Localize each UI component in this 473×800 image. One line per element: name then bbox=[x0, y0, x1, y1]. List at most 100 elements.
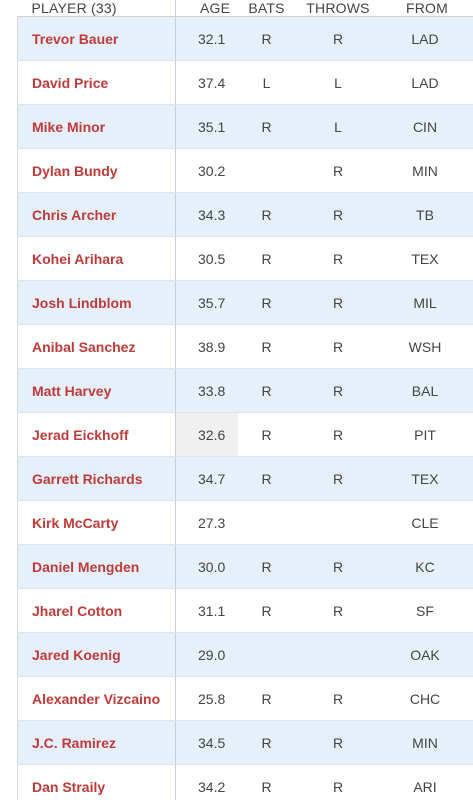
throws-cell: R bbox=[295, 764, 381, 800]
player-name-link[interactable]: Jerad Eickhoff bbox=[17, 412, 176, 457]
table-row: J.C. Ramirez 34.5 R R MIN bbox=[17, 720, 473, 765]
from-cell: MIN bbox=[380, 148, 473, 193]
age-cell: 35.7 bbox=[175, 280, 238, 325]
throws-cell: L bbox=[295, 104, 381, 149]
bats-cell: R bbox=[237, 16, 296, 61]
column-header-bats[interactable]: BATS bbox=[237, 0, 296, 17]
table-row: Anibal Sanchez 38.9 R R WSH bbox=[17, 324, 473, 369]
from-cell: MIN bbox=[380, 720, 473, 765]
players-table: PLAYER (33) AGE BATS THROWS FROM Trevor … bbox=[17, 0, 473, 800]
throws-cell: R bbox=[295, 544, 381, 589]
player-name-link[interactable]: Josh Lindblom bbox=[17, 280, 176, 325]
table-row: Dan Straily 34.2 R R ARI bbox=[17, 764, 473, 800]
player-name-link[interactable]: Kirk McCarty bbox=[17, 500, 176, 545]
from-cell: TB bbox=[380, 192, 473, 237]
from-cell: LAD bbox=[380, 16, 473, 61]
column-header-throws[interactable]: THROWS bbox=[295, 0, 381, 17]
age-cell: 32.1 bbox=[175, 16, 238, 61]
table-row: Alexander Vizcaino 25.8 R R CHC bbox=[17, 676, 473, 721]
from-cell: CLE bbox=[380, 500, 473, 545]
column-header-from[interactable]: FROM bbox=[380, 0, 473, 17]
player-name-link[interactable]: Dan Straily bbox=[17, 764, 176, 800]
throws-cell: R bbox=[295, 192, 381, 237]
table-row: Trevor Bauer 32.1 R R LAD bbox=[17, 16, 473, 61]
from-cell: WSH bbox=[380, 324, 473, 369]
throws-cell: R bbox=[295, 720, 381, 765]
age-cell: 30.5 bbox=[175, 236, 238, 281]
bats-cell: R bbox=[237, 324, 296, 369]
throws-cell: R bbox=[295, 236, 381, 281]
bats-cell bbox=[237, 148, 296, 193]
player-name-link[interactable]: Mike Minor bbox=[17, 104, 176, 149]
player-name-link[interactable]: Daniel Mengden bbox=[17, 544, 176, 589]
throws-cell bbox=[295, 500, 381, 545]
age-cell: 25.8 bbox=[175, 676, 238, 721]
table-row: David Price 37.4 L L LAD bbox=[17, 60, 473, 105]
player-name-link[interactable]: Garrett Richards bbox=[17, 456, 176, 501]
age-cell: 29.0 bbox=[175, 632, 238, 677]
throws-cell: R bbox=[295, 324, 381, 369]
from-cell: LAD bbox=[380, 60, 473, 105]
from-cell: ARI bbox=[380, 764, 473, 800]
bats-cell bbox=[237, 500, 296, 545]
player-name-link[interactable]: Anibal Sanchez bbox=[17, 324, 176, 369]
player-name-link[interactable]: Alexander Vizcaino bbox=[17, 676, 176, 721]
from-cell: CIN bbox=[380, 104, 473, 149]
bats-cell: R bbox=[237, 720, 296, 765]
table-row: Kohei Arihara 30.5 R R TEX bbox=[17, 236, 473, 281]
age-cell: 30.0 bbox=[175, 544, 238, 589]
from-cell: TEX bbox=[380, 456, 473, 501]
throws-cell: R bbox=[295, 368, 381, 413]
column-header-age[interactable]: AGE bbox=[175, 0, 238, 17]
bats-cell bbox=[237, 632, 296, 677]
column-header-player[interactable]: PLAYER (33) bbox=[17, 0, 176, 17]
player-name-link[interactable]: Matt Harvey bbox=[17, 368, 176, 413]
age-cell: 37.4 bbox=[175, 60, 238, 105]
bats-cell: R bbox=[237, 764, 296, 800]
player-name-link[interactable]: Dylan Bundy bbox=[17, 148, 176, 193]
table-row: Chris Archer 34.3 R R TB bbox=[17, 192, 473, 237]
throws-cell: R bbox=[295, 16, 381, 61]
from-cell: SF bbox=[380, 588, 473, 633]
bats-cell: R bbox=[237, 588, 296, 633]
table-row: Dylan Bundy 30.2 R MIN bbox=[17, 148, 473, 193]
age-cell: 30.2 bbox=[175, 148, 238, 193]
throws-cell: R bbox=[295, 412, 381, 457]
player-name-link[interactable]: Trevor Bauer bbox=[17, 16, 176, 61]
throws-cell: L bbox=[295, 60, 381, 105]
age-cell: 38.9 bbox=[175, 324, 238, 369]
player-name-link[interactable]: Jared Koenig bbox=[17, 632, 176, 677]
table-row: Jerad Eickhoff 32.6 R R PIT bbox=[17, 412, 473, 457]
from-cell: OAK bbox=[380, 632, 473, 677]
age-cell: 34.2 bbox=[175, 764, 238, 800]
from-cell: MIL bbox=[380, 280, 473, 325]
player-name-link[interactable]: David Price bbox=[17, 60, 176, 105]
age-cell: 34.7 bbox=[175, 456, 238, 501]
table-row: Josh Lindblom 35.7 R R MIL bbox=[17, 280, 473, 325]
bats-cell: R bbox=[237, 236, 296, 281]
from-cell: KC bbox=[380, 544, 473, 589]
player-name-link[interactable]: Kohei Arihara bbox=[17, 236, 176, 281]
bats-cell: L bbox=[237, 60, 296, 105]
player-name-link[interactable]: Chris Archer bbox=[17, 192, 176, 237]
table-body: Trevor Bauer 32.1 R R LAD David Price 37.4 L L L… bbox=[17, 16, 473, 800]
from-cell: PIT bbox=[380, 412, 473, 457]
age-cell: 31.1 bbox=[175, 588, 238, 633]
from-cell: CHC bbox=[380, 676, 473, 721]
table-row: Kirk McCarty 27.3 CLE bbox=[17, 500, 473, 545]
table-row: Mike Minor 35.1 R L CIN bbox=[17, 104, 473, 149]
player-name-link[interactable]: J.C. Ramirez bbox=[17, 720, 176, 765]
throws-cell: R bbox=[295, 676, 381, 721]
age-cell: 34.3 bbox=[175, 192, 238, 237]
table-row: Matt Harvey 33.8 R R BAL bbox=[17, 368, 473, 413]
throws-cell: R bbox=[295, 280, 381, 325]
table-header: PLAYER (33) AGE BATS THROWS FROM bbox=[17, 0, 473, 17]
age-cell: 35.1 bbox=[175, 104, 238, 149]
throws-cell: R bbox=[295, 588, 381, 633]
player-name-link[interactable]: Jharel Cotton bbox=[17, 588, 176, 633]
table-row: Garrett Richards 34.7 R R TEX bbox=[17, 456, 473, 501]
throws-cell: R bbox=[295, 148, 381, 193]
table-row: Jharel Cotton 31.1 R R SF bbox=[17, 588, 473, 633]
header-row: PLAYER (33) AGE BATS THROWS FROM bbox=[17, 0, 473, 17]
